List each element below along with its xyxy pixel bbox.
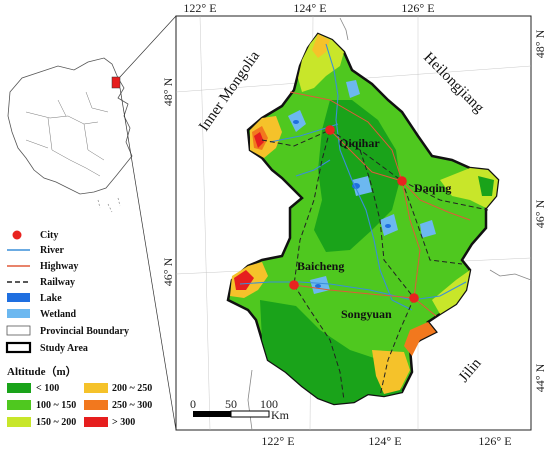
provincial-boundaries [247,17,532,431]
legend-label-lt100: < 100 [36,383,59,394]
legend-label-200-250: 200 ~ 250 [112,383,152,394]
city-label-songyuan: Songyuan [341,307,392,321]
tick-bottom-122: 122° E [261,434,294,448]
china-overview-map [7,15,177,431]
legend-swatch-150-200 [7,417,31,427]
scale-bar: 0 50 100 Km [190,397,290,422]
tick-labels-left: 48° N 46° N [161,77,175,286]
tick-top-122: 122° E [183,1,216,15]
china-outline [7,57,133,195]
locator-leader-bottom [119,87,177,431]
tick-left-46: 46° N [161,257,175,286]
tick-left-48: 48° N [161,77,175,106]
tick-labels-right: 48° N 46° N 44° N [533,29,547,392]
scale-unit: Km [271,408,290,422]
city-marker-baicheng[interactable] [289,280,299,290]
tick-labels-top: 122° E 124° E 126° E [183,1,434,15]
legend-label-150-200: 150 ~ 200 [36,417,76,428]
south-china-sea-islands [97,197,121,213]
legend-label-wetland: Wetland [40,309,77,320]
legend-symbol-city [12,230,22,240]
legend-swatch-lt100 [7,383,31,393]
city-marker-qiqihar[interactable] [325,125,335,135]
city-label-baicheng: Baicheng [297,259,344,273]
city-label-qiqihar: Qiqihar [339,136,380,150]
tick-labels-bottom: 122° E 124° E 126° E [261,434,511,448]
city-label-daqing: Daqing [414,181,451,195]
study-area-locator [111,76,121,89]
legend-label-highway: Highway [40,261,78,272]
locator-leader-top [119,15,177,78]
cities: Qiqihar Daqing Baicheng Songyuan [289,125,451,321]
scale-bar-seg-2 [230,410,270,418]
tick-top-126: 126° E [401,1,434,15]
legend-label-study-area: Study Area [40,343,88,354]
legend-altitude-title: Altitude（m） [7,365,77,378]
tick-right-46: 46° N [533,199,547,228]
legend-label-250-300: 250 ~ 300 [112,400,152,411]
legend: City River Highway Railway Lake Wetland … [5,230,152,428]
scale-label-100: 100 [260,397,278,411]
scale-label-0: 0 [190,397,196,411]
city-marker-daqing[interactable] [397,176,407,186]
legend-swatch-gt300 [84,417,108,427]
legend-label-100-150: 100 ~ 150 [36,400,76,411]
legend-label-gt300: > 300 [112,417,135,428]
tick-bottom-124: 124° E [368,434,401,448]
tick-bottom-126: 126° E [478,434,511,448]
tick-top-124: 124° E [293,1,326,15]
legend-label-city: City [40,230,58,241]
legend-swatch-100-150 [7,400,31,410]
scale-label-50: 50 [225,397,237,411]
legend-label-provincial-boundary: Provincial Boundary [40,326,129,337]
railways [261,129,489,401]
legend-symbol-study-area [5,341,32,354]
city-marker-songyuan[interactable] [409,293,419,303]
tick-right-48: 48° N [533,29,547,58]
legend-swatch-200-250 [84,383,108,393]
legend-label-river: River [40,245,64,256]
legend-label-railway: Railway [40,277,75,288]
legend-swatch-250-300 [84,400,108,410]
scale-bar-seg-1 [193,411,231,417]
tick-right-44: 44° N [533,363,547,392]
china-province-lines [25,91,109,177]
legend-label-lake: Lake [40,293,62,304]
legend-symbol-provincial-boundary [6,325,31,336]
highways [289,91,471,317]
legend-symbol-lake [7,293,30,302]
legend-symbol-wetland [7,309,30,318]
